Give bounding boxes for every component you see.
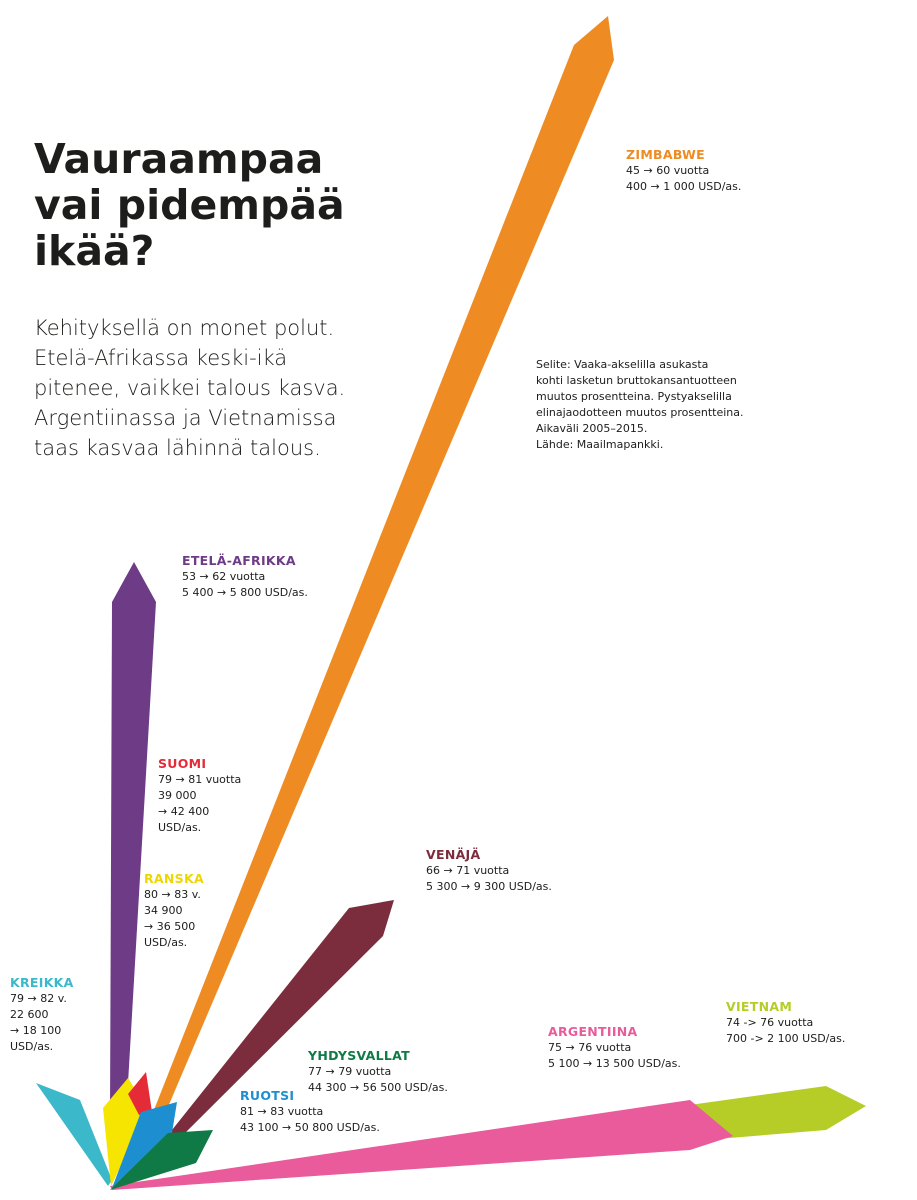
country-stat-line: 22 600 [10, 1008, 49, 1021]
country-stat-line: 400 → 1 000 USD/as. [626, 180, 742, 193]
country-stat-line: 5 400 → 5 800 USD/as. [182, 586, 308, 599]
arrow-argentiina [110, 1100, 733, 1190]
country-name: ZIMBABWE [626, 147, 705, 162]
country-stat-line: 66 → 71 vuotta [426, 864, 510, 877]
country-stat-line: 39 000 [158, 789, 197, 802]
arrow-ruotsi [112, 1102, 177, 1188]
country-name: VIETNAM [726, 999, 793, 1014]
country-label-kreikka: KREIKKA 79 → 82 v. 22 600 → 18 100 USD/as. [10, 974, 74, 1055]
arrow-kreikka [36, 1083, 112, 1186]
country-stat-line: 44 300 → 56 500 USD/as. [308, 1081, 448, 1094]
country-label-vietnam: VIETNAM 74 -> 76 vuotta 700 -> 2 100 USD/a… [726, 998, 845, 1047]
country-name: YHDYSVALLAT [308, 1048, 410, 1063]
country-name: VENÄJÄ [426, 847, 481, 862]
country-stat-line: 77 → 79 vuotta [308, 1065, 392, 1078]
country-name: KREIKKA [10, 975, 74, 990]
country-stat-line: 45 → 60 vuotta [626, 164, 710, 177]
country-name: ARGENTIINA [548, 1024, 638, 1039]
country-label-zimbabwe: ZIMBABWE 45 → 60 vuotta 400 → 1 000 USD/as… [626, 146, 741, 195]
country-stat-line: 700 -> 2 100 USD/as. [726, 1032, 846, 1045]
country-stat-line: USD/as. [10, 1040, 54, 1053]
country-stat-line: 53 → 62 vuotta [182, 570, 266, 583]
country-stat-line: 80 → 83 v. [144, 888, 201, 901]
country-stat-line: USD/as. [144, 936, 188, 949]
country-stat-line: 75 → 76 vuotta [548, 1041, 632, 1054]
country-name: SUOMI [158, 756, 207, 771]
arrow-venäjä [168, 900, 394, 1143]
page-title: Vauraampaa vai pidempää ikää? [34, 135, 345, 275]
country-stat-line: USD/as. [158, 821, 202, 834]
legend-note: Selite: Vaaka-akselilla asukasta kohti l… [536, 358, 744, 451]
arrow-suomi [128, 1072, 152, 1115]
country-stat-line: 79 → 81 vuotta [158, 773, 242, 786]
country-stat-line: 5 300 → 9 300 USD/as. [426, 880, 552, 893]
country-name: ETELÄ-AFRIKKA [182, 553, 296, 568]
country-stat-line: → 42 400 [158, 805, 210, 818]
country-stat-line: 43 100 → 50 800 USD/as. [240, 1121, 380, 1134]
country-label-suomi: SUOMI 79 → 81 vuotta 39 000 → 42 400 USD/as. [158, 755, 241, 836]
country-label-argentiina: ARGENTIINA 75 → 76 vuotta 5 100 → 13 500 U… [548, 1023, 681, 1072]
country-stat-line: 81 → 83 vuotta [240, 1105, 324, 1118]
country-name: RANSKA [144, 871, 204, 886]
country-label-yhdysvallat: YHDYSVALLAT 77 → 79 vuotta 44 300 → 56 500… [308, 1047, 448, 1096]
country-label-ruotsi: RUOTSI 81 → 83 vuotta 43 100 → 50 800 USD/… [240, 1087, 380, 1136]
country-stat-line: 5 100 → 13 500 USD/as. [548, 1057, 681, 1070]
country-label-etelä-afrikka: ETELÄ-AFRIKKA 53 → 62 vuotta 5 400 → 5 800… [182, 552, 308, 601]
country-label-venäjä: VENÄJÄ 66 → 71 vuotta 5 300 → 9 300 USD/as… [426, 846, 552, 895]
country-stat-line: 74 -> 76 vuotta [726, 1016, 814, 1029]
country-label-ranska: RANSKA 80 → 83 v. 34 900 → 36 500 USD/as. [144, 870, 204, 951]
intro-text: Kehityksellä on monet polut. Etelä-Afrik… [34, 316, 346, 460]
arrow-yhdysvallat [110, 1130, 213, 1190]
arrow-zimbabwe [150, 16, 614, 1128]
country-name: RUOTSI [240, 1088, 295, 1103]
country-stat-line: → 36 500 [144, 920, 196, 933]
country-stat-line: 79 → 82 v. [10, 992, 67, 1005]
arrow-etelä-afrikka [110, 562, 156, 1118]
country-stat-line: 34 900 [144, 904, 183, 917]
country-stat-line: → 18 100 [10, 1024, 62, 1037]
